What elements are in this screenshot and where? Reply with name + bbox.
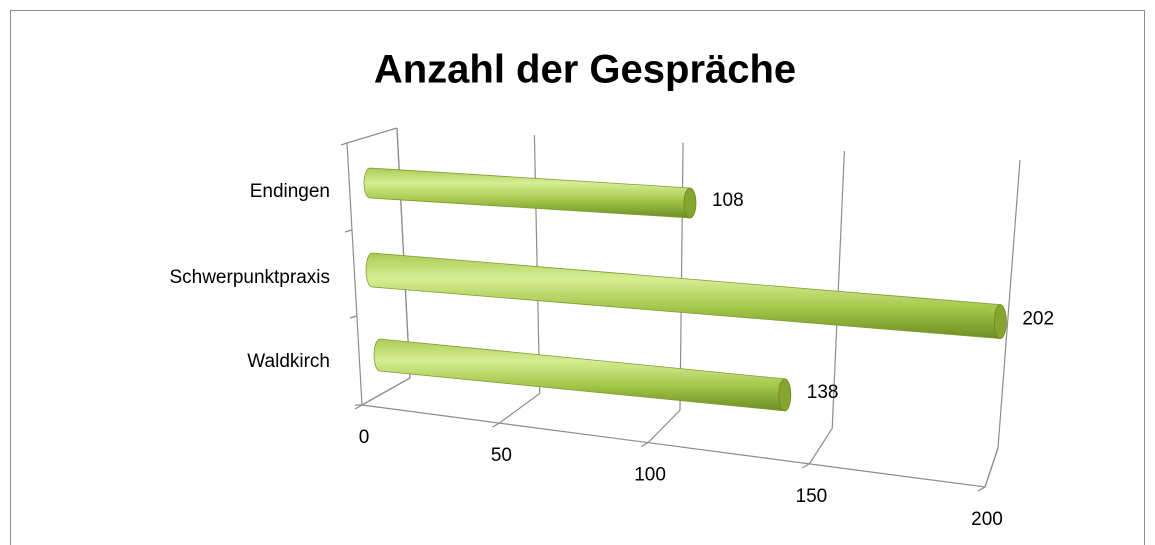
x-tick-label: 0	[359, 427, 370, 448]
bar-part	[683, 187, 697, 219]
chart-border	[10, 10, 1145, 545]
y-tick-marks	[340, 142, 362, 406]
bar	[373, 338, 792, 412]
x-tick-mark	[354, 404, 363, 410]
grid-line	[361, 127, 411, 406]
x-tick-mark	[977, 486, 986, 492]
bar-part	[373, 338, 786, 412]
x-tick-mark	[492, 422, 500, 428]
grid-line	[647, 142, 684, 444]
data-label: 138	[807, 382, 839, 403]
data-label: 108	[712, 190, 744, 211]
chart-title: Anzahl der Gespräche	[374, 48, 796, 92]
y-tick-label: Endingen	[250, 181, 330, 202]
y-tick-label: Waldkirch	[247, 351, 330, 372]
grid-line	[808, 150, 845, 465]
grid-line	[499, 135, 541, 424]
bar	[365, 252, 1007, 340]
x-tick-mark	[640, 442, 649, 448]
x-tick-mark	[802, 463, 810, 469]
bar-part	[365, 252, 1001, 340]
bar	[363, 167, 697, 219]
x-tick-label: 100	[634, 465, 666, 486]
bar-part	[778, 378, 792, 412]
x-tick-label: 200	[971, 509, 1003, 530]
data-label: 202	[1022, 309, 1054, 330]
grid-line	[984, 159, 1021, 488]
x-tick-label: 150	[796, 486, 828, 507]
x-tick-label: 50	[491, 445, 512, 466]
bar-part	[993, 304, 1007, 340]
y-tick-label: Schwerpunktpraxis	[169, 267, 330, 288]
bar-part	[363, 167, 691, 219]
